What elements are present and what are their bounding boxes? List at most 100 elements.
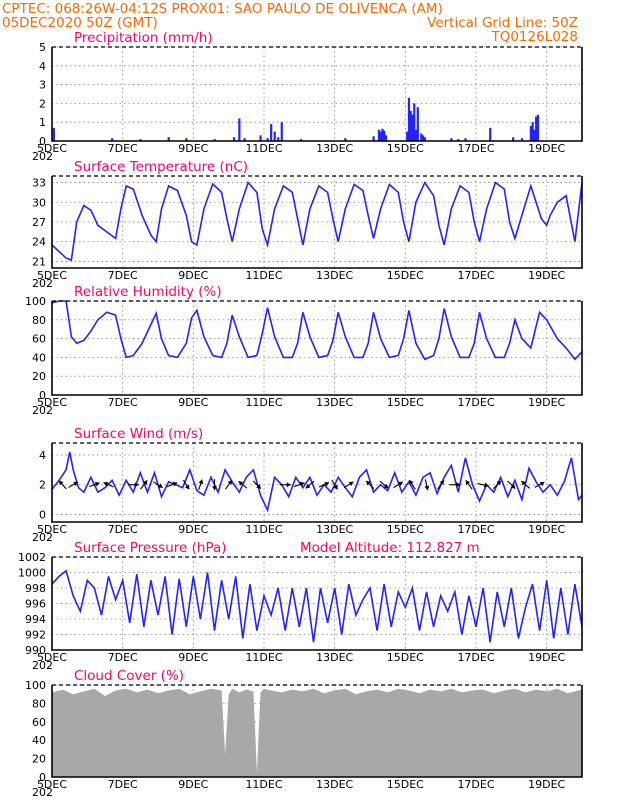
- cloud-ytick-label: 0: [39, 771, 46, 784]
- pressure-series-line: [51, 569, 583, 643]
- wind-vector-head: [333, 484, 338, 490]
- pressure-ytick-label: 994: [25, 613, 46, 626]
- wind-vector-head: [172, 481, 178, 487]
- precip-bar: [536, 114, 540, 141]
- precipitation-xtick-label: 19DEC: [528, 142, 565, 155]
- wind-vector-arrow: [140, 480, 148, 490]
- wind-xtick-label: 9DEC: [178, 523, 208, 536]
- wind-vector-arrow: [343, 481, 354, 489]
- wind-vector-arrow: [424, 479, 430, 491]
- wind-series-line: [51, 451, 583, 513]
- wind-vector-head: [521, 481, 526, 486]
- pressure-panel: 990 992 994 996 998 1000 1002 5DEC 7DEC 9DEC 11DEC…: [18, 540, 583, 672]
- cloud-ytick-label: 60: [32, 716, 46, 729]
- pressure-xtick-label: 17DEC: [457, 651, 494, 664]
- pressure-ytick-label: 996: [25, 598, 46, 611]
- header-station-line: CPTEC: 068:26W-04:12S PROX01: SAO PAULO …: [2, 1, 443, 17]
- humidity-ytick-label: 80: [32, 314, 46, 327]
- wind-vector-head: [73, 481, 78, 487]
- temperature-ytick-label: 21: [32, 255, 46, 268]
- humidity-xtick-label: 13DEC: [316, 396, 353, 409]
- precipitation-frame: [51, 47, 583, 142]
- precip-bar: [383, 130, 386, 141]
- precip-bar: [111, 138, 114, 141]
- humidity-ytick-label: 60: [32, 333, 46, 346]
- precip-bar: [273, 131, 276, 141]
- wind-vector-head: [456, 482, 461, 488]
- temperature-panel: 21 24 27 30 33 5DEC 7DEC 9DEC 11DEC 13DEC 15DEC 17D…: [32, 159, 583, 290]
- precipitation-xtick-label: 13DEC: [316, 142, 353, 155]
- wind-vector-arrow: [393, 481, 404, 489]
- humidity-title: Relative Humidity (%): [74, 284, 222, 300]
- precip-bar: [411, 114, 414, 141]
- wind-vector-arrow: [182, 479, 190, 490]
- pressure-xtick-label: 19DEC: [528, 651, 565, 664]
- wind-xtick-label: 11DEC: [245, 523, 282, 536]
- humidity-xtick-label: 17DEC: [457, 396, 494, 409]
- precip-bar: [533, 129, 536, 141]
- wind-vector-arrow: [507, 480, 516, 490]
- wind-vector-head: [383, 483, 389, 489]
- temperature-xtick-label: 11DEC: [245, 269, 282, 282]
- temperature-xtick-label: 13DEC: [316, 269, 353, 282]
- precip-bar: [489, 127, 492, 141]
- humidity-ytick-label: 0: [39, 389, 46, 402]
- meteogram-panels: 0 1 2 3 4 5 5DEC 7DEC 9DEC 11DEC 13DEC 15DEC 17DEC 19…: [18, 30, 583, 799]
- wind-vector-arrow: [449, 482, 461, 488]
- precip-bar: [372, 136, 375, 141]
- wind-xtick-label: 15DEC: [387, 523, 424, 536]
- wind-xtick-label: 19DEC: [528, 523, 565, 536]
- precip-bar: [535, 116, 538, 141]
- temperature-xtick-label: 15DEC: [387, 269, 424, 282]
- precip-bar: [464, 138, 467, 141]
- precip-bar: [213, 139, 216, 141]
- pressure-ytick-label: 1002: [18, 551, 46, 564]
- precipitation-ytick-label: 5: [39, 41, 46, 54]
- wind-vector-head: [184, 484, 190, 490]
- wind-xtick-label: 13DEC: [316, 523, 353, 536]
- pressure-xtick-label: 11DEC: [245, 651, 282, 664]
- pressure-xtick-label: 13DEC: [316, 651, 353, 664]
- humidity-ytick-label: 20: [32, 370, 46, 383]
- wind-vector-arrow: [225, 479, 233, 490]
- precip-bar: [185, 138, 188, 141]
- wind-vector-arrow: [166, 481, 178, 488]
- precipitation-year-stub: 202: [32, 150, 53, 163]
- precip-bar: [512, 137, 515, 141]
- cloud-ytick-label: 20: [32, 753, 46, 766]
- cloud-title: Cloud Cover (%): [74, 668, 184, 684]
- pressure-ytick-label: 998: [25, 582, 46, 595]
- wind-year-stub: 202: [32, 531, 53, 544]
- wind-vector-arrow: [492, 480, 502, 490]
- precip-bar: [420, 133, 423, 141]
- humidity-panel: 0 20 40 60 80 100 5DEC 7DEC 9DEC 11DEC 13DEC 15DEC 1…: [25, 284, 583, 417]
- precipitation-panel: 0 1 2 3 4 5 5DEC 7DEC 9DEC 11DEC 13DEC 15DEC 17DEC 19…: [32, 30, 583, 163]
- pressure-annotation: Model Altitude: 112.827 m: [300, 540, 480, 556]
- precip-bar: [238, 118, 241, 141]
- precip-bar: [139, 139, 142, 141]
- precipitation-xtick-label: 11DEC: [245, 142, 282, 155]
- wind-vector-arrow: [534, 481, 545, 488]
- wind-vector-head: [212, 486, 218, 491]
- pressure-ytick-label: 990: [25, 644, 46, 657]
- temperature-frame: [51, 176, 583, 269]
- precip-bar: [377, 129, 381, 141]
- wind-vector-head: [483, 482, 489, 488]
- precip-bar: [232, 137, 236, 141]
- wind-vector-arrow: [520, 480, 531, 489]
- pressure-title: Surface Pressure (hPa): [74, 540, 227, 556]
- wind-vector-head: [424, 485, 430, 491]
- cloud-ytick-label: 100: [25, 679, 46, 692]
- temperature-xtick-label: 7DEC: [108, 269, 138, 282]
- wind-vector-arrow: [68, 481, 79, 489]
- pressure-xtick-label: 7DEC: [108, 651, 138, 664]
- temperature-ytick-label: 24: [32, 236, 46, 249]
- pressure-year-stub: 202: [32, 659, 53, 672]
- wind-vector-head: [103, 481, 109, 487]
- cloud-ytick-label: 40: [32, 734, 46, 747]
- cloud-xtick-label: 17DEC: [457, 778, 494, 791]
- wind-vector-arrow: [58, 480, 67, 490]
- wind-vector-arrow: [153, 481, 163, 489]
- header-grid-note: Vertical Grid Line: 50Z: [427, 15, 578, 31]
- wind-vector-head: [324, 481, 330, 487]
